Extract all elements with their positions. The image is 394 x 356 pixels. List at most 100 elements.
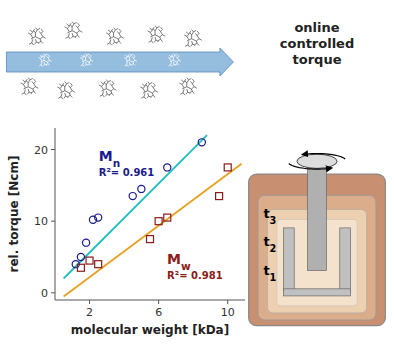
molecule-sketch — [69, 88, 72, 93]
molecule-sketch — [191, 41, 193, 46]
molecule-sketch — [29, 43, 32, 45]
molecule-sketch — [185, 45, 188, 47]
molecule-sketch — [48, 55, 49, 58]
molecule-sketch — [126, 57, 127, 61]
online-text-line: online — [294, 20, 339, 35]
molecule-sketch — [173, 54, 174, 58]
molecule-sketch — [71, 33, 73, 38]
molecule-sketch — [101, 82, 104, 84]
molecule-sketch — [66, 37, 69, 39]
molecule-sketch — [192, 30, 194, 35]
molecule-sketch — [85, 54, 86, 58]
molecule-sketch — [141, 97, 144, 99]
x-tick-label: 10 — [221, 306, 235, 319]
mw-annotation-main: M — [167, 251, 181, 267]
data-point — [147, 236, 154, 243]
molecule-sketch — [148, 31, 151, 33]
molecule-sketch — [70, 83, 72, 88]
molecule-sketch — [90, 55, 91, 58]
molecule-sketch — [23, 80, 26, 82]
molecule-sketch — [78, 23, 80, 28]
molecule-sketch — [39, 31, 41, 33]
shaft — [308, 164, 327, 270]
molecule-sketch — [82, 57, 83, 61]
molecule-sketch — [109, 32, 111, 38]
time-label: t3 — [263, 206, 276, 226]
molecule-sketch — [72, 22, 74, 27]
molecule-sketch — [153, 29, 155, 35]
mn-annotation: Mn — [99, 148, 120, 169]
molecule-sketch — [124, 58, 126, 59]
molecule-sketch — [184, 35, 187, 37]
molecule-sketch — [140, 87, 143, 89]
x-axis-label: molecular weight [kDa] — [71, 323, 229, 337]
molecule-sketch — [185, 81, 187, 87]
x-tick — [89, 300, 90, 304]
online-text-line: torque — [293, 52, 342, 67]
molecule-sketch — [99, 85, 102, 87]
molecule-sketch — [28, 33, 31, 35]
y-tick-label: 10 — [34, 215, 48, 228]
molecule-sketch — [105, 91, 107, 96]
molecule-sketch — [157, 26, 160, 28]
molecule-sketch — [112, 31, 114, 37]
data-point — [164, 164, 171, 171]
molecule-sketch — [65, 27, 68, 29]
data-point — [95, 214, 102, 221]
molecule-sketch — [162, 35, 165, 37]
stirrer-arm — [340, 228, 351, 292]
molecule-sketch — [67, 82, 70, 84]
molecule-sketch — [72, 91, 75, 93]
molecule-sketch — [67, 24, 70, 26]
molecule-sketch — [106, 80, 108, 85]
molecule-sketch — [160, 32, 163, 37]
molecule-sketch — [179, 83, 182, 85]
x-tick — [158, 300, 159, 304]
molecule-sketch — [110, 39, 112, 45]
online-text-line: controlled — [280, 36, 354, 51]
molecule-sketch — [107, 43, 110, 45]
molecule-sketch — [41, 57, 42, 61]
molecule-sketch — [172, 56, 173, 60]
mw-r2: R²= 0.981 — [167, 270, 223, 281]
molecule-sketch — [189, 78, 192, 80]
molecule-sketch — [196, 36, 199, 41]
molecule-sketch — [149, 28, 152, 30]
data-point — [95, 261, 102, 268]
molecule-sketch — [84, 56, 85, 60]
molecule-sketch — [148, 82, 150, 87]
data-point — [77, 253, 84, 260]
molecule-sketch — [35, 28, 37, 33]
molecule-sketch — [26, 81, 28, 87]
molecule-sketch — [31, 32, 33, 38]
molecule-sketch — [187, 34, 189, 40]
data-point — [82, 239, 89, 246]
molecule-sketch — [150, 95, 153, 97]
molecule-sketch — [108, 80, 111, 82]
molecule-sketch — [125, 65, 127, 66]
molecule-sketch — [155, 26, 157, 31]
molecule-sketch — [67, 26, 69, 32]
data-point — [224, 164, 231, 171]
molecule-sketch — [111, 86, 114, 91]
molecule-sketch — [77, 28, 80, 33]
molecule-sketch — [142, 84, 145, 86]
molecule-sketch — [38, 41, 41, 43]
molecule-sketch — [128, 56, 129, 60]
molecule-sketch — [24, 82, 26, 88]
molecule-sketch — [161, 27, 163, 32]
stirrer-bar — [284, 289, 351, 296]
molecule-sketch — [113, 39, 115, 44]
motor — [297, 154, 337, 168]
molecule-sketch — [135, 60, 137, 61]
molecule-sketch — [188, 41, 190, 47]
molecule-sketch — [40, 34, 43, 39]
molecule-sketch — [75, 35, 78, 37]
molecule-sketch — [32, 39, 34, 45]
data-point — [155, 218, 162, 225]
molecule-sketch — [168, 58, 170, 59]
axes: 261001020 — [34, 128, 245, 319]
y-axis-line — [55, 128, 56, 300]
molecule-sketch — [150, 30, 152, 36]
rotation-arrow — [302, 154, 345, 159]
